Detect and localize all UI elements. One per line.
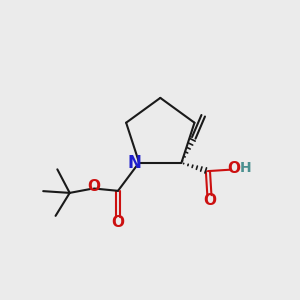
Text: N: N bbox=[128, 154, 142, 172]
Text: O: O bbox=[112, 214, 124, 230]
Text: O: O bbox=[203, 193, 216, 208]
Text: H: H bbox=[240, 161, 251, 175]
Text: O: O bbox=[227, 161, 240, 176]
Text: O: O bbox=[87, 179, 100, 194]
